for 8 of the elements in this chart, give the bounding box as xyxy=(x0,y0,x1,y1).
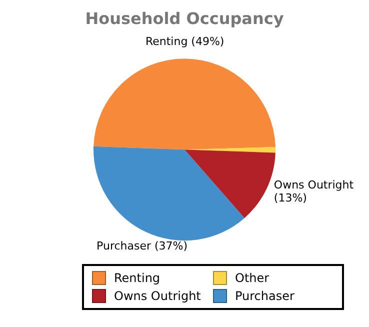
legend-label: Purchaser xyxy=(235,289,294,303)
data-label: Renting (49%) xyxy=(145,34,224,48)
legend-label: Renting xyxy=(114,271,160,285)
legend-label: Other xyxy=(235,271,270,285)
data-label: Purchaser (37%) xyxy=(96,240,188,253)
chart-title: Household Occupancy xyxy=(85,8,284,28)
legend-label: Owns Outright xyxy=(114,289,201,303)
data-label: Owns Outright (13%) xyxy=(274,178,354,204)
